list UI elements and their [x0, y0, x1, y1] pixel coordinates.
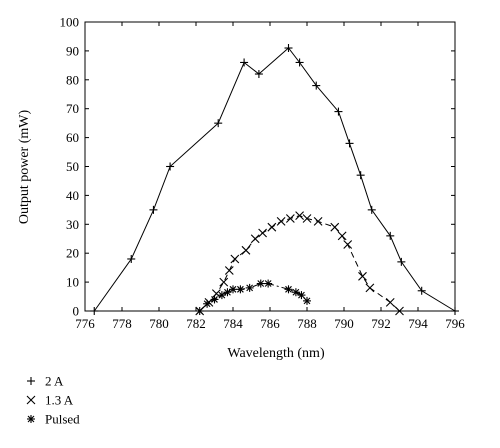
series-2-a-point — [386, 231, 395, 240]
legend-marker — [27, 377, 35, 385]
series-1-3-a-point — [276, 217, 286, 226]
plot-area: 776 778 780 782 784 786 788 790 792 794 796 0 10 20 30… — [60, 15, 466, 332]
series-1-3-a-point — [211, 289, 221, 299]
y-tick-label: 60 — [66, 130, 79, 145]
y-tick-label: 0 — [73, 304, 80, 319]
y-tick-label: 50 — [66, 159, 79, 174]
x-tick-label: 782 — [186, 316, 206, 331]
series-2-a — [90, 44, 459, 315]
series-pulsed-point — [245, 283, 254, 292]
x-tick-label: 788 — [297, 316, 317, 331]
series-2-a-point — [312, 81, 321, 90]
series-1-3-a-point — [395, 306, 404, 316]
x-tick-label: 792 — [371, 316, 391, 331]
series-2-a-point — [284, 44, 293, 53]
series-2-a-point — [451, 307, 459, 315]
x-tick-label: 776 — [75, 316, 95, 331]
legend-marker — [27, 415, 35, 423]
y-tick-label: 100 — [60, 15, 80, 30]
series-pulsed-point — [203, 299, 212, 308]
series-1-3-a-point — [241, 245, 251, 255]
series-2-a-point — [90, 307, 99, 315]
x-tick-label: 786 — [260, 316, 280, 331]
axes-frame — [84, 21, 456, 312]
series-pulsed-point — [303, 296, 311, 305]
series-1-3-a-point — [385, 297, 395, 307]
y-tick-label: 30 — [66, 217, 79, 232]
series-1-3-a-point — [267, 222, 277, 232]
series-1-3-a — [195, 211, 404, 316]
series-2-a-point — [214, 119, 223, 128]
series-2-a-point — [166, 162, 175, 171]
series-2-a-point — [417, 286, 426, 295]
legend: 2 A 1.3 A Pulsed — [26, 374, 80, 427]
x-tick-label: 780 — [149, 316, 169, 331]
series-1-3-a-point — [285, 214, 295, 223]
legend-label: Pulsed — [45, 412, 80, 427]
y-tick-label: 20 — [66, 246, 79, 261]
series-1-3-a-point — [337, 231, 347, 241]
x-axis-title: Wavelength (nm) — [227, 346, 325, 361]
x-tick-label: 778 — [112, 316, 132, 331]
series-1-3-a-point — [302, 214, 312, 223]
series-pulsed-point — [264, 279, 273, 288]
y-tick-label: 70 — [66, 101, 79, 116]
y-tick-label: 80 — [66, 72, 79, 87]
legend-item: Pulsed — [27, 412, 80, 427]
y-tick-label: 40 — [66, 188, 79, 203]
x-tick-label: 790 — [334, 316, 354, 331]
legend-label: 2 A — [45, 374, 64, 389]
y-tick-label: 90 — [66, 43, 79, 58]
series-1-3-a-point — [224, 266, 234, 275]
series-2-a-point — [356, 171, 365, 180]
series-2-a-point — [334, 107, 343, 116]
series-1-3-a-point — [258, 228, 267, 238]
series-2-a-point — [240, 58, 249, 67]
series-pulsed-point — [195, 307, 204, 315]
series-2-a-point — [127, 254, 136, 263]
series-2-a-point — [367, 205, 376, 214]
x-tick-label: 794 — [408, 316, 428, 331]
series-1-3-a-point — [295, 211, 304, 221]
y-tick-label: 10 — [66, 275, 79, 290]
series-pulsed-point — [229, 285, 237, 294]
series-2-a-point — [295, 58, 304, 67]
series-pulsed-point — [284, 285, 293, 294]
series-1-3-a-point — [250, 234, 260, 244]
series-1-3-a-point — [343, 240, 353, 249]
series-2-a-line — [93, 47, 456, 312]
series-pulsed-point — [256, 279, 265, 288]
series-pulsed-point — [210, 295, 219, 304]
series-1-3-a-point — [230, 254, 240, 264]
x-tick-label: 796 — [445, 316, 465, 331]
legend-item: 1.3 A — [26, 393, 74, 408]
series-1-3-a-point — [219, 277, 229, 287]
series-1-3-a-line — [199, 215, 400, 312]
series-2-a-point — [149, 205, 158, 214]
series-2-a-point — [254, 70, 263, 79]
legend-label: 1.3 A — [45, 393, 74, 408]
series-2-a-point — [345, 139, 354, 148]
series-2-a-point — [397, 257, 406, 266]
legend-marker — [26, 395, 36, 405]
series-1-3-a-point — [358, 271, 367, 281]
series-pulsed — [195, 279, 311, 315]
series-1-3-a-point — [313, 217, 323, 226]
series-1-3-a-point — [330, 222, 340, 232]
y-axis-title: Output power (mW) — [17, 110, 32, 225]
legend-item: 2 A — [27, 374, 64, 389]
series-1-3-a-point — [365, 283, 375, 293]
x-tick-label: 784 — [223, 316, 243, 331]
series-pulsed-point — [297, 291, 306, 300]
series-pulsed-point — [236, 285, 245, 294]
